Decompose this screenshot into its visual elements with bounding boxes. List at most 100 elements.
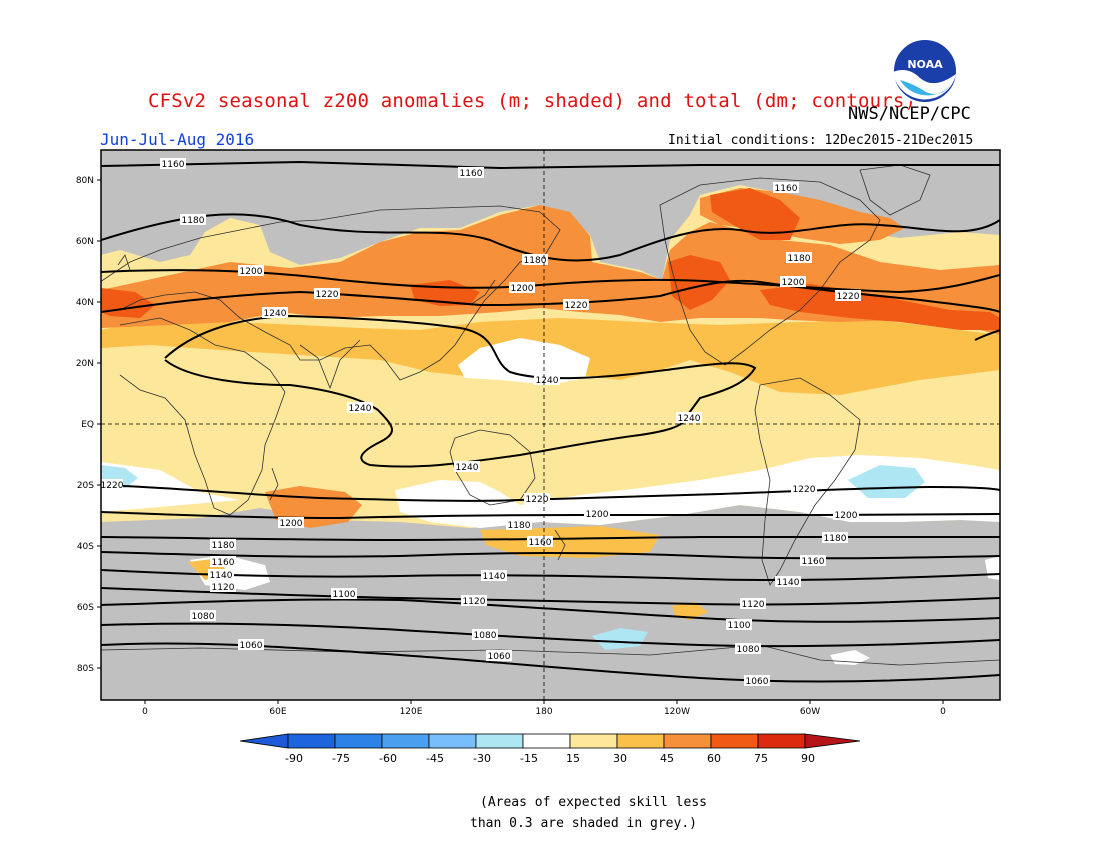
- contour-1100-south: [101, 598, 1000, 623]
- colorbar-label: 15: [566, 752, 580, 765]
- coastlines: [101, 164, 1000, 666]
- contour-label-42: 1060: [486, 650, 512, 662]
- contour-1220-north: [101, 279, 1000, 313]
- noaa-logo: NOAA: [892, 38, 958, 104]
- footnote-line-1: (Areas of expected skill less: [480, 795, 707, 810]
- contour-label-36: 1100: [331, 588, 357, 600]
- lon-label: 0: [142, 707, 148, 717]
- colorbar: -90 -75 -60 -45 -30 -15 15 30 45 60 75 9…: [239, 733, 861, 765]
- initial-conditions-label: Initial conditions: 12Dec2015-21Dec2015: [668, 133, 974, 148]
- season-label: Jun-Jul-Aug 2016: [100, 130, 255, 149]
- anomaly-light-blue-south-atlantic: [848, 465, 925, 498]
- colorbar-bin: [287, 733, 336, 749]
- contour-label-text: 1140: [483, 572, 506, 582]
- contour-label-text: 1220: [793, 485, 816, 495]
- contour-label-text: 1160: [460, 169, 483, 179]
- contour-label-10: 1220: [314, 288, 340, 300]
- colorbar-bin: [334, 733, 383, 749]
- contour-label-5: 1180: [522, 254, 548, 266]
- latitude-axis: 80N 60N 40N 20N EQ 20S 40S 60S 80S: [76, 176, 101, 674]
- contour-label-8: 1200: [509, 282, 535, 294]
- contour-1240-south: [164, 359, 686, 468]
- contour-label-text: 1080: [474, 631, 497, 641]
- contour-label-7: 1200: [238, 265, 264, 277]
- lon-label: 180: [535, 707, 552, 717]
- contour-label-22: 1200: [584, 508, 610, 520]
- contour-1180-north: [101, 213, 1000, 262]
- lat-label: 60S: [77, 603, 94, 613]
- coast-north-america: [659, 177, 881, 366]
- colorbar-bin: [475, 733, 524, 749]
- contour-label-text: 1220: [101, 481, 124, 491]
- contour-label-text: 1200: [835, 511, 858, 521]
- noaa-logo-text: NOAA: [907, 58, 943, 71]
- coast-india: [299, 339, 361, 390]
- contour-label-30: 1140: [208, 569, 234, 581]
- lon-label: 120W: [664, 707, 690, 717]
- contour-label-text: 1240: [456, 463, 479, 473]
- contour-label-16: 1240: [676, 412, 702, 424]
- contour-label-text: 1080: [192, 612, 215, 622]
- colorbar-label: 45: [660, 752, 674, 765]
- coast-south-america: [754, 377, 861, 586]
- contour-label-text: 1120: [212, 583, 235, 593]
- lon-label: 60W: [800, 707, 820, 717]
- map-frame: [100, 149, 1001, 701]
- contour-label-text: 1220: [837, 292, 860, 302]
- contour-label-33: 1120: [210, 581, 236, 593]
- contour-label-1: 1160: [160, 158, 186, 170]
- colorbar-bin: [757, 733, 806, 749]
- colorbar-bin: [381, 733, 430, 749]
- contour-label-40: 1080: [735, 643, 761, 655]
- contour-label-text: 1240: [536, 376, 559, 386]
- contour-label-37: 1100: [726, 619, 752, 631]
- colorbar-labels: -90 -75 -60 -45 -30 -15 15 30 45 60 75 9…: [285, 752, 815, 765]
- contour-label-26: 1180: [822, 532, 848, 544]
- contour-label-text: 1120: [742, 600, 765, 610]
- lon-label: 60E: [269, 707, 286, 717]
- colorbar-label: -30: [473, 752, 491, 765]
- contour-1160-north: [101, 160, 1000, 170]
- colorbar-label: 90: [801, 752, 815, 765]
- colorbar-bin: [569, 733, 618, 749]
- contour-1080-south: [101, 622, 1000, 648]
- contour-label-3: 1160: [773, 182, 799, 194]
- footnote-line-2: than 0.3 are shaded in grey.): [470, 816, 697, 831]
- coast-europe-asia: [101, 205, 561, 381]
- contour-label-text: 1180: [182, 216, 205, 226]
- colorbar-bin: [428, 733, 477, 749]
- contour-label-text: 1220: [565, 301, 588, 311]
- contour-label-text: 1160: [162, 160, 185, 170]
- contour-label-text: 1180: [824, 534, 847, 544]
- anomaly-white-southern-band: [101, 462, 240, 512]
- contour-label-text: 1220: [526, 495, 549, 505]
- contour-label-31: 1140: [481, 570, 507, 582]
- contour-label-text: 1240: [264, 309, 287, 319]
- contour-label-text: 1180: [788, 254, 811, 264]
- contour-1240-atlantic: [974, 329, 1000, 341]
- contour-label-text: 1180: [212, 541, 235, 551]
- coast-new-zealand: [554, 529, 566, 561]
- lat-label: 20N: [76, 359, 94, 369]
- colorbar-label: -75: [332, 752, 350, 765]
- contour-label-text: 1100: [333, 590, 356, 600]
- colorbar-bin: [663, 733, 712, 749]
- contour-label-35: 1120: [740, 598, 766, 610]
- anomaly-light-orange-south-pacific: [480, 526, 660, 558]
- contour-label-27: 1160: [527, 536, 553, 548]
- anomaly-red-orange-atlantic: [760, 284, 1000, 330]
- contour-label-32: 1140: [775, 576, 801, 588]
- contour-label-4: 1180: [180, 214, 206, 226]
- contour-label-text: 1180: [524, 256, 547, 266]
- contour-label-text: 1240: [678, 414, 701, 424]
- longitude-axis: 0 60E 120E 180 120W 60W 0: [142, 700, 946, 717]
- lat-label: 40S: [77, 542, 94, 552]
- lat-label: 40N: [76, 298, 94, 308]
- contour-label-text: 1060: [488, 652, 511, 662]
- lat-label: 60N: [76, 237, 94, 247]
- contour-label-text: 1140: [210, 571, 233, 581]
- height-contours: [101, 160, 1000, 683]
- colorbar-bin: [616, 733, 665, 749]
- anomaly-light-orange-south-pacific-small: [672, 602, 708, 620]
- contour-1200-north: [101, 269, 1000, 294]
